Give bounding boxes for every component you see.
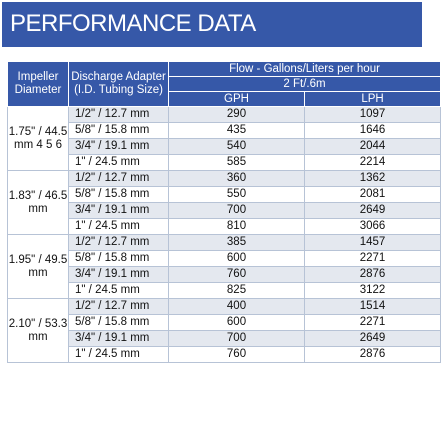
title-bar: [2, 2, 422, 47]
adapter-cell: 3/4" / 19.1 mm: [68, 202, 169, 219]
lph-cell: 1362: [304, 170, 441, 187]
lph-cell: 1097: [304, 106, 441, 123]
lph-cell: 2876: [304, 266, 441, 283]
gph-cell: 760: [168, 266, 305, 283]
impeller-diameter-cell: 2.10" / 53.3 mm: [7, 298, 69, 363]
impeller-diameter-cell: 1.95" / 49.5 mm: [7, 234, 69, 299]
gph-cell: 700: [168, 330, 305, 347]
gph-cell: 400: [168, 298, 305, 315]
title-banner: PERFORMANCE DATA: [2, 2, 442, 54]
adapter-cell: 1/2" / 12.7 mm: [68, 298, 169, 315]
adapter-cell: 1" / 24.5 mm: [68, 218, 169, 235]
gph-cell: 810: [168, 218, 305, 235]
table-row: 5/8" / 15.8 mm 600 2271: [8, 250, 441, 267]
adapter-cell: 5/8" / 15.8 mm: [68, 186, 169, 203]
gph-cell: 585: [168, 154, 305, 171]
gph-cell: 760: [168, 346, 305, 363]
impeller-diameter-cell: 1.83" / 46.5 mm: [7, 170, 69, 235]
adapter-cell: 3/4" / 19.1 mm: [68, 330, 169, 347]
table-row: 1.75" / 44.5 mm 4 5 6 1/2" / 12.7 mm 290…: [7, 106, 441, 171]
page-title: PERFORMANCE DATA: [10, 10, 256, 37]
lph-cell: 1457: [304, 234, 441, 251]
table-row: 3/4" / 19.1 mm 700 2649: [8, 330, 441, 347]
gph-cell: 540: [168, 138, 305, 155]
lph-cell: 2081: [304, 186, 441, 203]
table-row: 3/4" / 19.1 mm 540 2044: [8, 138, 441, 155]
table-row: 3/4" / 19.1 mm 760 2876: [8, 266, 441, 283]
table-header: Impeller Diameter Discharge Adapter (I.D…: [7, 61, 441, 107]
adapter-cell: 1" / 24.5 mm: [68, 346, 169, 363]
lph-cell: 3122: [304, 282, 441, 299]
gph-cell: 290: [168, 106, 305, 123]
header-distance: 2 Ft/.6m: [168, 76, 441, 92]
gph-cell: 435: [168, 122, 305, 139]
lph-cell: 2044: [304, 138, 441, 155]
banner-notch: [422, 2, 434, 47]
header-gph: GPH: [168, 91, 305, 107]
adapter-cell: 5/8" / 15.8 mm: [68, 314, 169, 331]
table-row: 2.10" / 53.3 mm 1/2" / 12.7 mm 400 1514: [7, 298, 441, 363]
table-row: 1" / 24.5 mm 585 2214: [8, 154, 441, 171]
adapter-cell: 5/8" / 15.8 mm: [68, 250, 169, 267]
gph-cell: 385: [168, 234, 305, 251]
gph-cell: 600: [168, 250, 305, 267]
table-row: 1" / 24.5 mm 825 3122: [8, 282, 441, 299]
table-row: 5/8" / 15.8 mm 435 1646: [8, 122, 441, 139]
lph-cell: 1514: [304, 298, 441, 315]
lph-cell: 3066: [304, 218, 441, 235]
table-row: 1.95" / 49.5 mm 1/2" / 12.7 mm 385 1457: [7, 234, 441, 299]
adapter-cell: 1" / 24.5 mm: [68, 282, 169, 299]
table-row: 1" / 24.5 mm 760 2876: [8, 346, 441, 363]
lph-cell: 2649: [304, 202, 441, 219]
adapter-cell: 3/4" / 19.1 mm: [68, 266, 169, 283]
adapter-cell: 1/2" / 12.7 mm: [68, 234, 169, 251]
lph-cell: 2271: [304, 250, 441, 267]
adapter-cell: 1/2" / 12.7 mm: [68, 106, 169, 123]
gph-cell: 825: [168, 282, 305, 299]
adapter-cell: 5/8" / 15.8 mm: [68, 122, 169, 139]
lph-cell: 2271: [304, 314, 441, 331]
table-row: 3/4" / 19.1 mm 700 2649: [8, 202, 441, 219]
lph-cell: 2214: [304, 154, 441, 171]
table-body: 1.75" / 44.5 mm 4 5 6 1/2" / 12.7 mm 290…: [7, 106, 441, 363]
table-row: 5/8" / 15.8 mm 550 2081: [8, 186, 441, 203]
gph-cell: 360: [168, 170, 305, 187]
table-row: 1" / 24.5 mm 810 3066: [8, 218, 441, 235]
header-impeller-diameter: Impeller Diameter: [7, 61, 69, 107]
header-lph: LPH: [304, 91, 441, 107]
table-row: 1.83" / 46.5 mm 1/2" / 12.7 mm 360 1362: [7, 170, 441, 235]
impeller-diameter-cell: 1.75" / 44.5 mm 4 5 6: [7, 106, 69, 171]
lph-cell: 2649: [304, 330, 441, 347]
table-row: 5/8" / 15.8 mm 600 2271: [8, 314, 441, 331]
gph-cell: 550: [168, 186, 305, 203]
gph-cell: 700: [168, 202, 305, 219]
gph-cell: 600: [168, 314, 305, 331]
header-discharge-adapter: Discharge Adapter (I.D. Tubing Size): [68, 61, 169, 107]
header-flow: Flow - Gallons/Liters per hour: [168, 61, 441, 77]
lph-cell: 2876: [304, 346, 441, 363]
adapter-cell: 1" / 24.5 mm: [68, 154, 169, 171]
adapter-cell: 3/4" / 19.1 mm: [68, 138, 169, 155]
performance-table: Impeller Diameter Discharge Adapter (I.D…: [7, 61, 441, 363]
lph-cell: 1646: [304, 122, 441, 139]
adapter-cell: 1/2" / 12.7 mm: [68, 170, 169, 187]
